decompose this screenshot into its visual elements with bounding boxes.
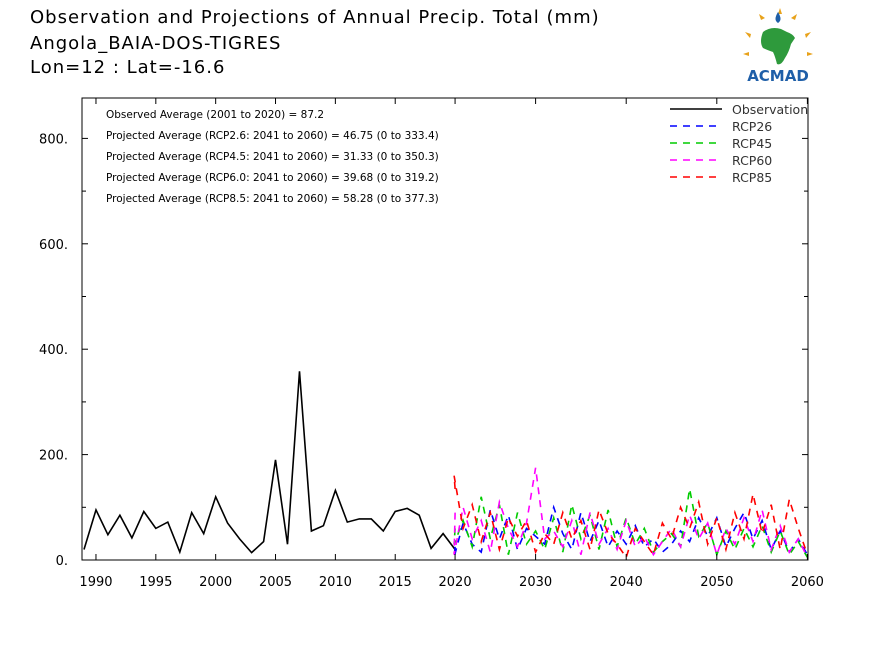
x-tick-label: 2000 xyxy=(199,575,232,590)
sun-rays-icon xyxy=(743,8,813,56)
chart-title: Observation and Projections of Annual Pr… xyxy=(30,7,600,28)
x-tick-label: 2040 xyxy=(610,575,643,590)
series-line-rcp45 xyxy=(453,488,809,558)
legend-label: RCP26 xyxy=(732,119,772,134)
y-tick-label: 0. xyxy=(56,554,68,569)
africa-map-icon xyxy=(761,28,795,65)
x-tick-label: 2015 xyxy=(379,575,412,590)
legend-label: Observation xyxy=(732,102,808,117)
plot-frame xyxy=(81,97,809,561)
location-coords: Lon=12 : Lat=-16.6 xyxy=(30,57,226,78)
location-name: Angola_BAIA-DOS-TIGRES xyxy=(30,33,282,54)
y-tick-label: 600. xyxy=(39,238,68,253)
x-tick-label: 2030 xyxy=(519,575,552,590)
series-line-rcp85 xyxy=(453,475,809,560)
x-tick-label: 2060 xyxy=(791,575,824,590)
legend-label: RCP45 xyxy=(732,136,772,151)
x-tick-label: 1990 xyxy=(79,575,112,590)
annotation-text: Projected Average (RCP6.0: 2041 to 2060)… xyxy=(106,172,439,184)
y-tick-label: 200. xyxy=(39,449,68,464)
x-tick-label: 1995 xyxy=(139,575,172,590)
series-line-observation xyxy=(83,371,456,555)
x-tick-label: 2020 xyxy=(439,575,472,590)
legend-label: RCP85 xyxy=(732,170,772,185)
legend-label: RCP60 xyxy=(732,153,772,168)
x-tick-label: 2050 xyxy=(700,575,733,590)
y-tick-label: 800. xyxy=(39,132,68,147)
x-tick-label: 2010 xyxy=(319,575,352,590)
x-tick-label: 2005 xyxy=(259,575,292,590)
annotation-text: Projected Average (RCP2.6: 2041 to 2060)… xyxy=(106,130,439,142)
acmad-logo: ACMAD xyxy=(743,8,813,84)
y-tick-label: 400. xyxy=(39,343,68,358)
logo-text: ACMAD xyxy=(747,67,809,84)
water-drop-icon xyxy=(775,12,781,23)
annotation-text: Projected Average (RCP8.5: 2041 to 2060)… xyxy=(106,193,439,205)
annotation-text: Observed Average (2001 to 2020) = 87.2 xyxy=(106,109,324,121)
annotation-text: Projected Average (RCP4.5: 2041 to 2060)… xyxy=(106,151,439,163)
